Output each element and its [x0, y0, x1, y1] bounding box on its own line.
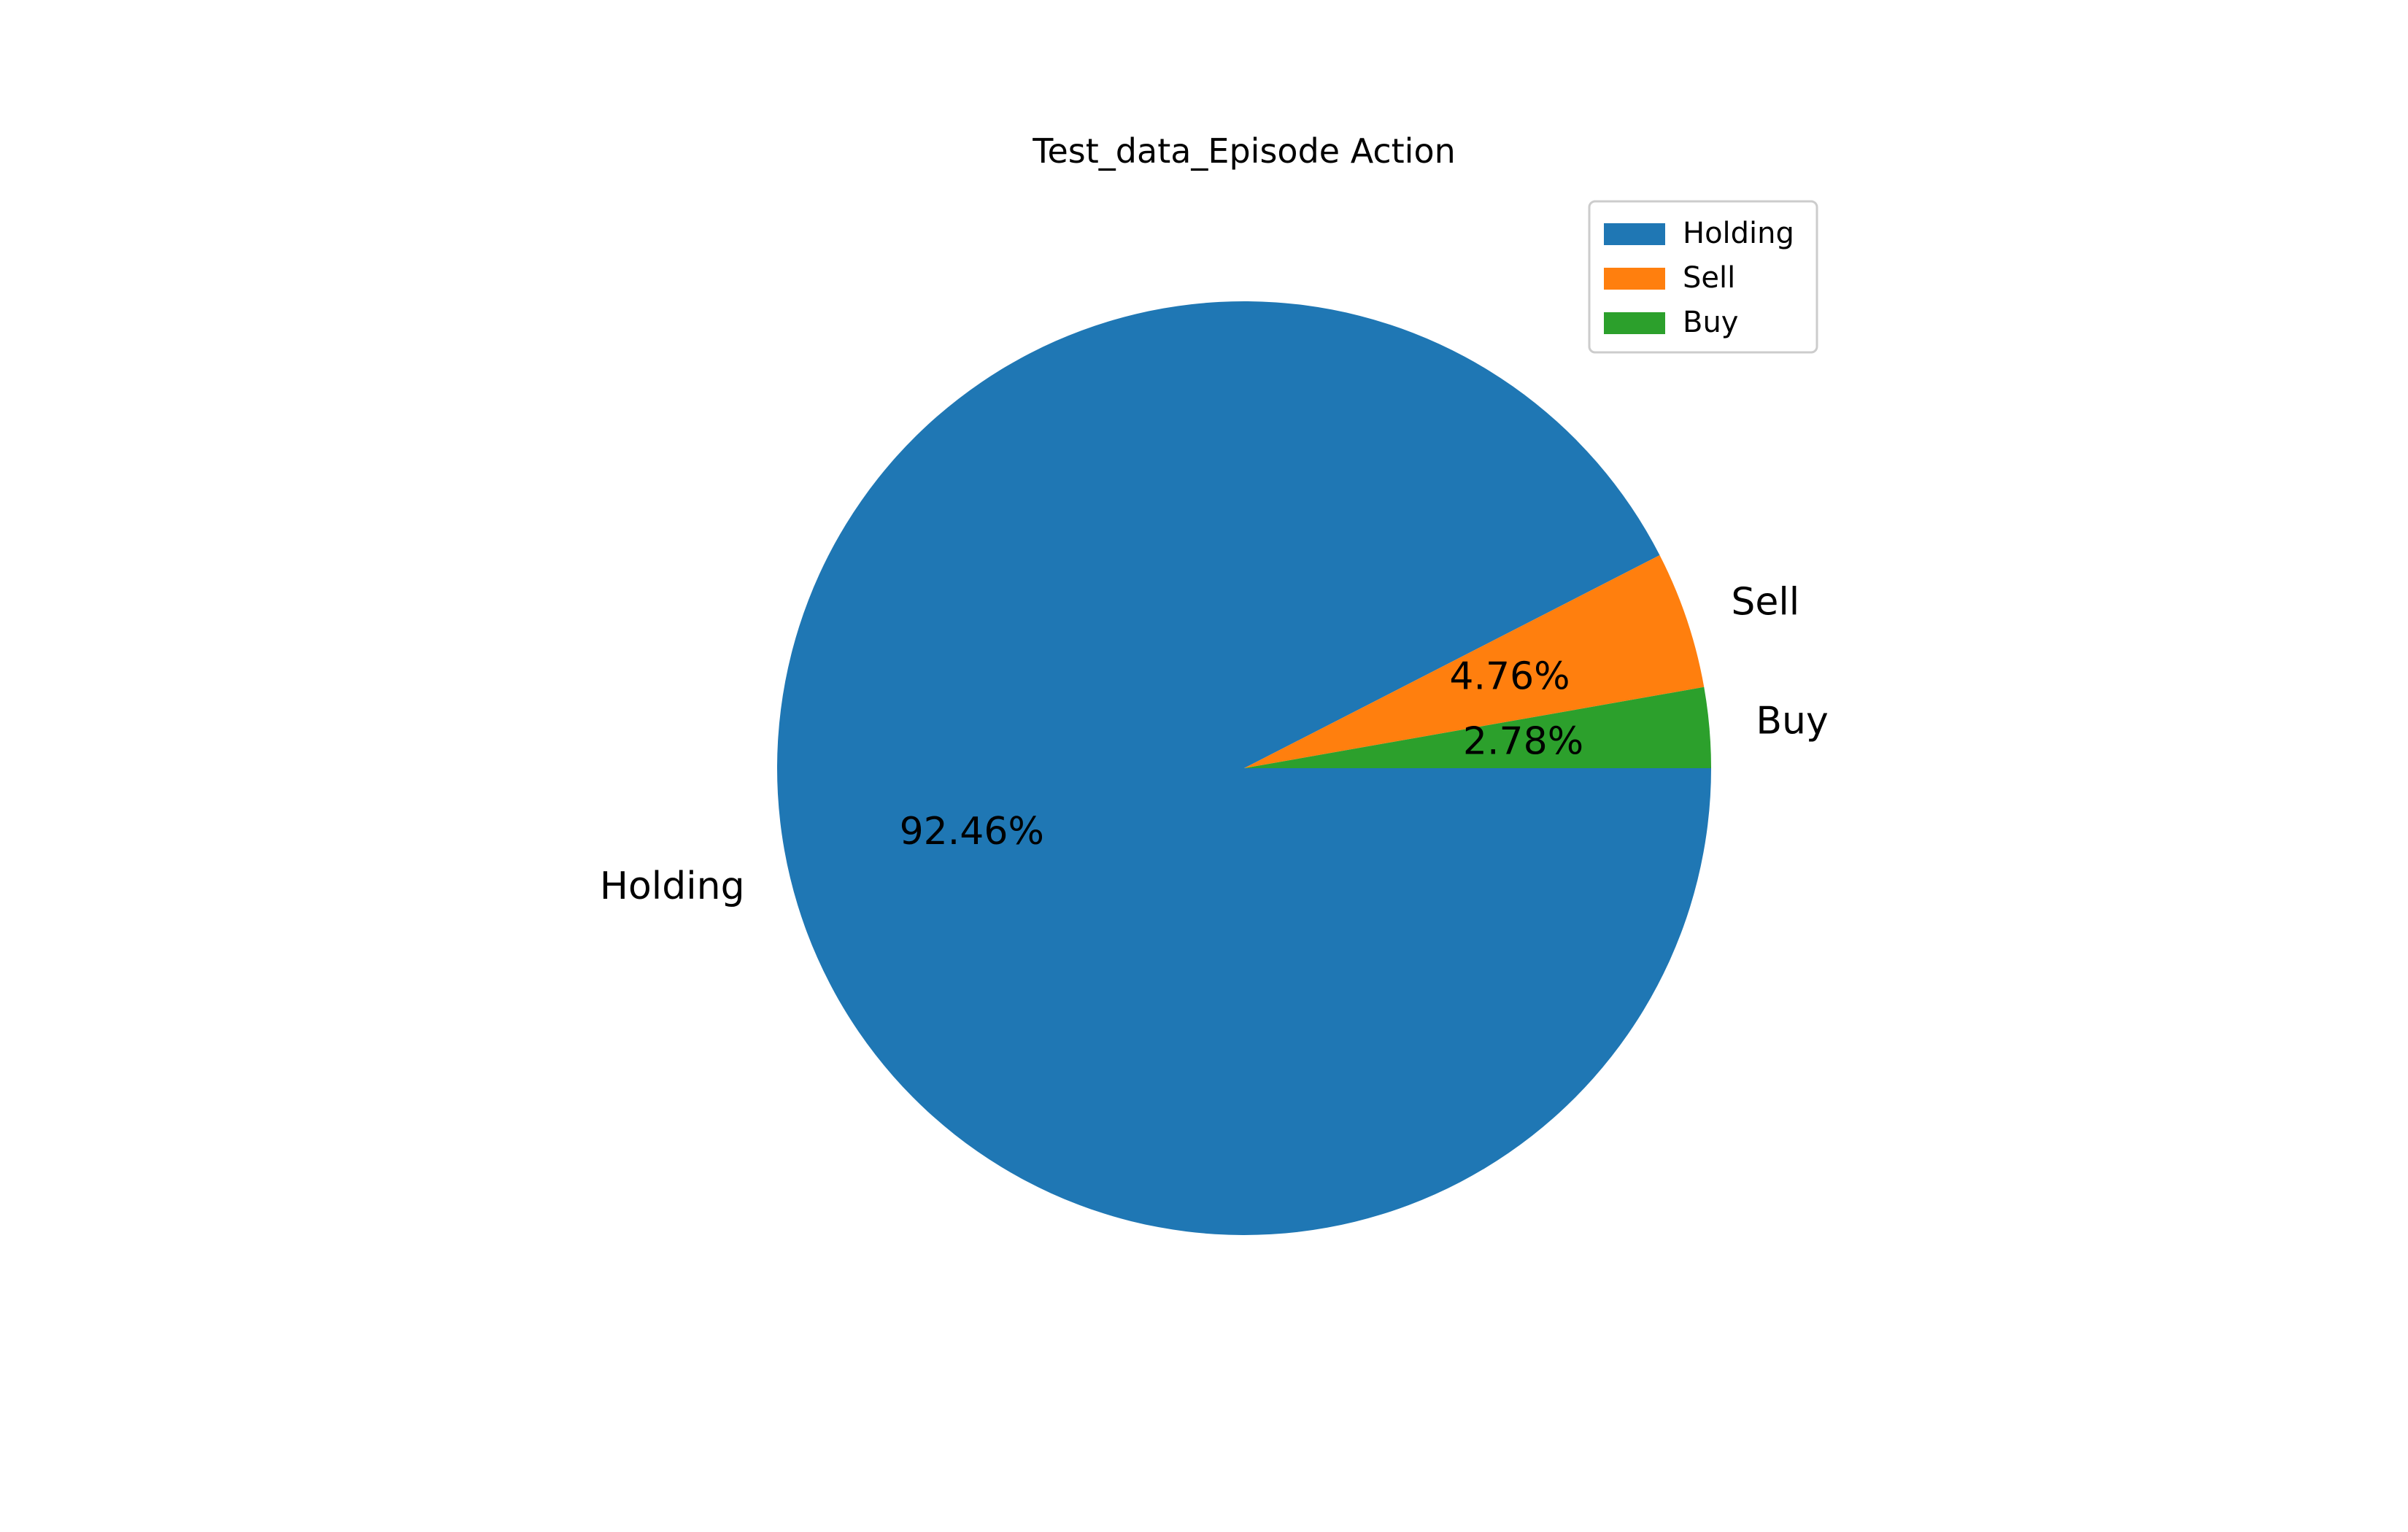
legend-label-holding: Holding: [1683, 217, 1794, 250]
pie-slice-buy: [1244, 686, 1711, 768]
legend: Holding Sell Buy: [1588, 200, 1818, 354]
slice-label-holding: Holding: [600, 864, 745, 908]
pie-slices: [777, 301, 1711, 1235]
pie-slice-sell: [1244, 555, 1705, 768]
slice-label-sell: Sell: [1731, 581, 1799, 624]
chart-title: Test_data_Episode Action: [1032, 131, 1456, 171]
slice-label-buy: Buy: [1756, 700, 1828, 743]
legend-swatch-holding: [1604, 223, 1665, 245]
pie-slice-holding: [777, 301, 1711, 1235]
legend-label-sell: Sell: [1683, 261, 1735, 295]
legend-swatch-buy: [1604, 312, 1665, 334]
slice-percent-buy: 2.78%: [1463, 720, 1583, 764]
slice-percent-holding: 92.46%: [900, 810, 1044, 854]
slice-percent-sell: 4.76%: [1449, 655, 1570, 699]
pie-labels: Holding 92.46% Sell 4.76% Buy 2.78%: [600, 581, 1829, 908]
legend-swatch-sell: [1604, 268, 1665, 290]
legend-label-buy: Buy: [1683, 306, 1738, 339]
